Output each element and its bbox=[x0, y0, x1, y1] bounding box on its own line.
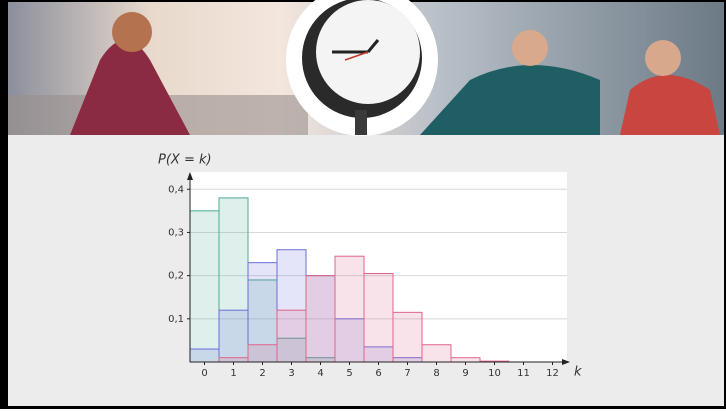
x-tick-label: 6 bbox=[375, 368, 381, 379]
bar bbox=[451, 358, 480, 362]
x-axis-label: k bbox=[574, 365, 582, 380]
x-tick-label: 5 bbox=[346, 368, 352, 379]
bar bbox=[364, 273, 393, 362]
screen: P(X = k) k 0,10,20,30,40123456789101112 bbox=[0, 0, 726, 409]
bar bbox=[306, 276, 335, 362]
x-tick-label: 9 bbox=[462, 368, 468, 379]
x-tick-label: 0 bbox=[201, 368, 207, 379]
bar bbox=[248, 345, 277, 362]
y-tick-label: 0,2 bbox=[168, 271, 184, 282]
page: P(X = k) k 0,10,20,30,40123456789101112 … bbox=[0, 0, 726, 409]
x-tick-label: 4 bbox=[317, 368, 323, 379]
x-tick-label: 7 bbox=[404, 368, 410, 379]
banner-photo bbox=[8, 0, 724, 136]
bar bbox=[335, 256, 364, 362]
bar bbox=[219, 310, 248, 362]
y-tick-label: 0,3 bbox=[168, 227, 184, 238]
y-axis-label: P(X = k) bbox=[158, 153, 212, 168]
bar bbox=[190, 211, 219, 362]
x-tick-label: 1 bbox=[230, 368, 236, 379]
x-tick-label: 12 bbox=[546, 368, 559, 379]
bar bbox=[393, 312, 422, 362]
x-tick-label: 2 bbox=[259, 368, 265, 379]
bar bbox=[422, 345, 451, 362]
y-tick-label: 0,1 bbox=[168, 314, 184, 325]
bar bbox=[219, 358, 248, 362]
x-tick-label: 8 bbox=[433, 368, 439, 379]
x-tick-label: 11 bbox=[517, 368, 530, 379]
bar bbox=[277, 310, 306, 362]
y-tick-label: 0,4 bbox=[168, 184, 184, 195]
bar bbox=[190, 349, 219, 362]
x-tick-label: 3 bbox=[288, 368, 294, 379]
x-tick-label: 10 bbox=[488, 368, 501, 379]
